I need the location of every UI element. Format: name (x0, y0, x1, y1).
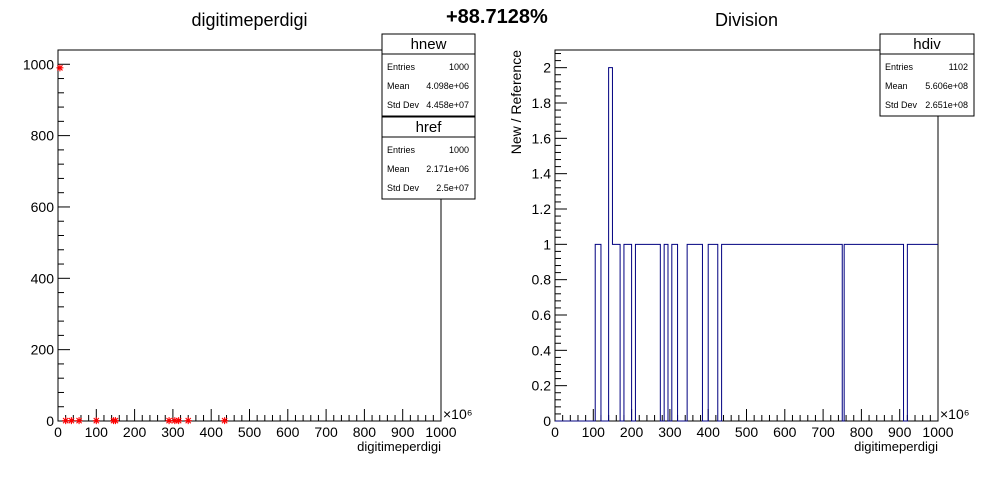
left-histogram-chart: digitimeperdigi 0 100 200 300 400 500 600 700 800… (23, 10, 476, 454)
chart-title: Division (715, 10, 778, 30)
stats-label: Entries (885, 62, 914, 72)
hnew-data-point (67, 417, 75, 425)
x-tick-label: 100 (582, 424, 606, 440)
y-tick-label: 1.2 (532, 201, 552, 217)
y-tick-label: 0 (46, 413, 54, 429)
stats-label: Std Dev (387, 100, 420, 110)
x-tick-label: 600 (276, 424, 300, 440)
hnew-data-point (184, 417, 192, 425)
y-tick-label: 1.6 (532, 130, 552, 146)
stats-box (879, 33, 975, 117)
hnew-data-point (165, 417, 173, 425)
y-tick-label: 1.8 (532, 95, 552, 111)
x-tick-label: 400 (200, 424, 224, 440)
stats-label: Entries (387, 145, 416, 155)
hnew-data-point (62, 417, 70, 425)
x-tick-label: 200 (620, 424, 644, 440)
y-tick-label: 1000 (23, 56, 54, 72)
stats-box-title: hdiv (913, 36, 941, 53)
hnew-data-point (175, 417, 183, 425)
stats-value: 5.606e+08 (925, 81, 968, 91)
hnew-data-point (56, 64, 64, 72)
right-pad: Division 0 100 200 300 400 500 600 700 800 900 1000… (498, 0, 996, 472)
x-tick-label: 500 (735, 424, 759, 440)
x-tick-label: 300 (161, 424, 185, 440)
y-axis-label: New / Reference (508, 50, 524, 154)
y-tick-label: 600 (31, 199, 55, 215)
stats-label: Mean (387, 81, 410, 91)
stats-box-title: hnew (411, 36, 447, 53)
x-tick-label: 200 (123, 424, 147, 440)
x-tick-label: 400 (697, 424, 721, 440)
y-tick-label: 0.2 (532, 378, 552, 394)
y-tick-label: 200 (31, 342, 55, 358)
x-tick-label: 1000 (922, 424, 953, 440)
x-tick-label: 100 (85, 424, 109, 440)
stats-box (381, 33, 476, 117)
x-tick-label: 500 (238, 424, 262, 440)
x-tick-label: 800 (850, 424, 874, 440)
x-axis-exponent: ×10⁶ (443, 406, 473, 422)
stats-value: 4.458e+07 (426, 100, 469, 110)
x-tick-label: 600 (773, 424, 797, 440)
hnew-data-point (111, 417, 119, 425)
stats-box-title: href (416, 119, 443, 136)
stats-value: 2.651e+08 (925, 100, 968, 110)
y-tick-label: 1 (543, 236, 551, 252)
hnew-data-point (221, 417, 229, 425)
y-tick-label: 0 (543, 413, 551, 429)
x-tick-label: 300 (658, 424, 682, 440)
y-tick-label: 0.6 (532, 307, 552, 323)
y-tick-label: 400 (31, 270, 55, 286)
stats-value: 2.5e+07 (436, 183, 469, 193)
stats-value: 1000 (449, 145, 469, 155)
stats-label: Entries (387, 62, 416, 72)
stats-box (381, 116, 476, 200)
x-axis-label: digitimeperdigi (854, 439, 938, 454)
stats-label: Std Dev (387, 183, 420, 193)
stats-label: Mean (387, 164, 410, 174)
x-tick-label: 900 (391, 424, 415, 440)
x-tick-label: 800 (353, 424, 377, 440)
stats-value: 1102 (949, 62, 968, 72)
x-tick-label: 900 (888, 424, 912, 440)
x-tick-label: 700 (811, 424, 835, 440)
x-tick-label: 0 (551, 424, 559, 440)
y-tick-label: 2 (543, 60, 551, 76)
x-axis-label: digitimeperdigi (357, 439, 441, 454)
division-series-line (555, 67, 938, 422)
y-tick-label: 0.8 (532, 272, 552, 288)
hnew-data-point (75, 417, 83, 425)
chart-title: digitimeperdigi (191, 10, 307, 30)
hnew-data-point (92, 417, 100, 425)
x-tick-label: 1000 (425, 424, 456, 440)
stats-label: Std Dev (885, 100, 918, 110)
y-tick-label: 0.4 (532, 342, 552, 358)
y-tick-label: 1.4 (532, 166, 552, 182)
match-percentage: +88.7128% (446, 6, 548, 28)
x-tick-label: 700 (314, 424, 338, 440)
x-axis-exponent: ×10⁶ (940, 406, 970, 422)
left-pad: digitimeperdigi 0 100 200 300 400 500 600 700 800… (0, 0, 498, 472)
y-tick-label: 800 (31, 128, 55, 144)
stats-value: 2.171e+06 (426, 164, 469, 174)
stats-label: Mean (885, 81, 908, 91)
hnew-data-point (171, 417, 179, 425)
division-chart: Division 0 100 200 300 400 500 600 700 800 900 1000… (508, 10, 975, 454)
stats-value: 1000 (449, 62, 469, 72)
stats-value: 4.098e+06 (426, 81, 469, 91)
x-tick-label: 0 (54, 424, 62, 440)
